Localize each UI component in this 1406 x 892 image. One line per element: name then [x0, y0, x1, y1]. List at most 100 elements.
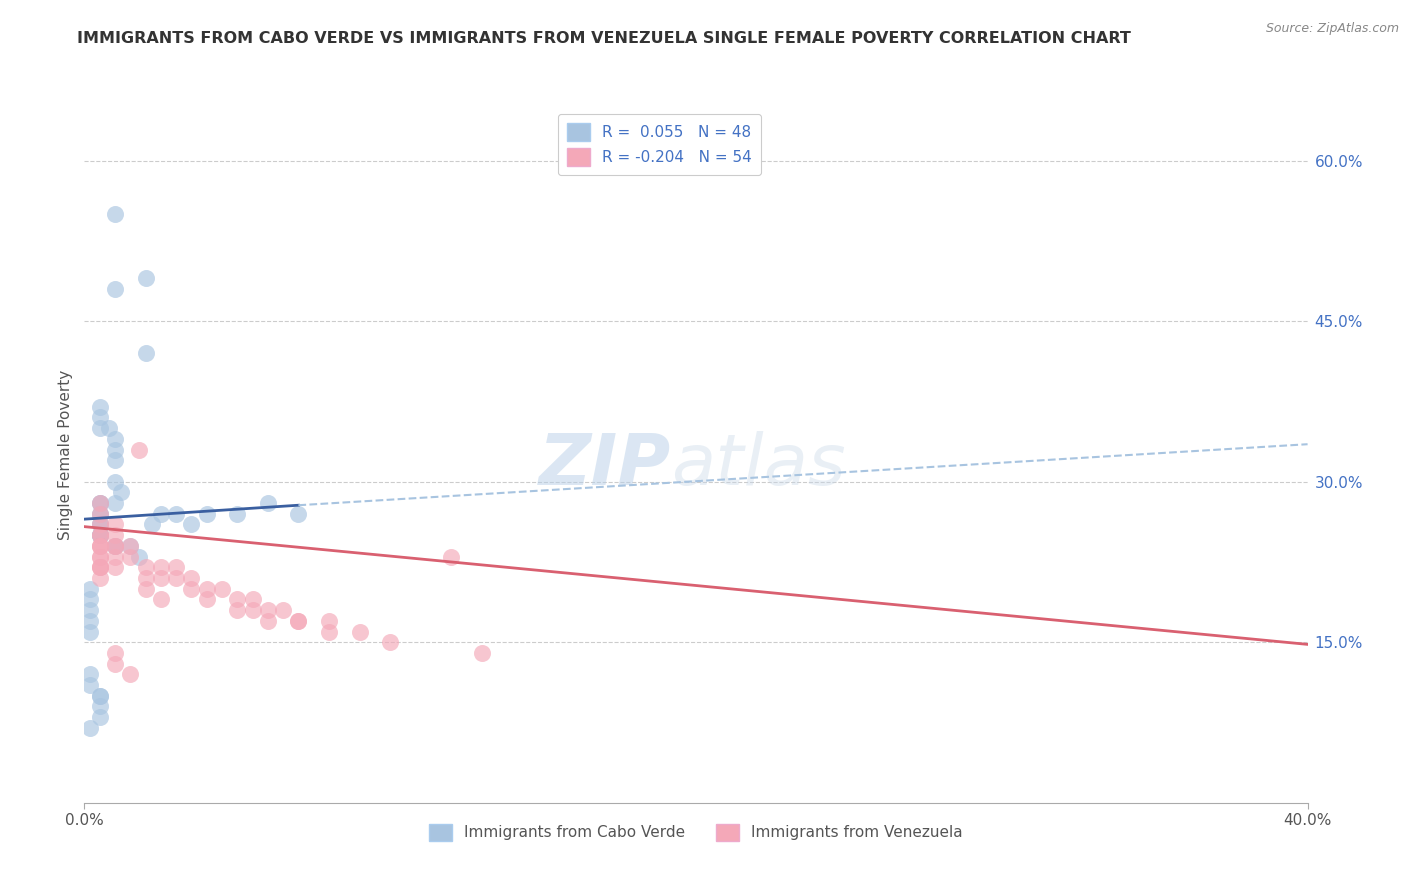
Point: [257, 496, 280, 510]
Point: [149, 571, 172, 585]
Point: [79, 624, 101, 639]
Point: [89, 507, 111, 521]
Point: [104, 539, 127, 553]
Point: [180, 571, 202, 585]
Point: [89, 549, 111, 564]
Point: [89, 560, 111, 574]
Point: [120, 667, 142, 681]
Point: [104, 517, 127, 532]
Point: [89, 560, 111, 574]
Point: [89, 528, 111, 542]
Point: [89, 539, 111, 553]
Point: [89, 528, 111, 542]
Point: [120, 539, 142, 553]
Point: [104, 646, 127, 660]
Point: [165, 560, 187, 574]
Text: ZIP: ZIP: [540, 431, 672, 500]
Point: [180, 517, 202, 532]
Point: [287, 614, 309, 628]
Point: [89, 517, 111, 532]
Point: [211, 582, 233, 596]
Point: [89, 571, 111, 585]
Point: [128, 442, 150, 457]
Point: [318, 614, 340, 628]
Point: [180, 582, 202, 596]
Point: [318, 624, 340, 639]
Point: [135, 571, 157, 585]
Point: [79, 614, 101, 628]
Point: [89, 539, 111, 553]
Point: [287, 507, 309, 521]
Point: [89, 517, 111, 532]
Point: [89, 421, 111, 435]
Point: [257, 614, 280, 628]
Point: [79, 592, 101, 607]
Point: [120, 539, 142, 553]
Point: [165, 507, 187, 521]
Point: [120, 549, 142, 564]
Point: [135, 271, 157, 285]
Point: [271, 603, 294, 617]
Point: [104, 560, 127, 574]
Point: [79, 582, 101, 596]
Point: [471, 646, 494, 660]
Point: [89, 539, 111, 553]
Legend: Immigrants from Cabo Verde, Immigrants from Venezuela: Immigrants from Cabo Verde, Immigrants f…: [423, 817, 969, 847]
Point: [149, 560, 172, 574]
Point: [89, 517, 111, 532]
Point: [104, 207, 127, 221]
Text: atlas: atlas: [672, 431, 846, 500]
Point: [128, 549, 150, 564]
Point: [79, 667, 101, 681]
Point: [195, 507, 218, 521]
Point: [89, 689, 111, 703]
Point: [135, 346, 157, 360]
Point: [79, 603, 101, 617]
Point: [89, 507, 111, 521]
Point: [287, 614, 309, 628]
Point: [195, 592, 218, 607]
Point: [349, 624, 371, 639]
Point: [79, 678, 101, 692]
Point: [440, 549, 463, 564]
Point: [89, 496, 111, 510]
Point: [104, 657, 127, 671]
Point: [89, 400, 111, 414]
Point: [79, 721, 101, 735]
Point: [257, 603, 280, 617]
Point: [135, 560, 157, 574]
Point: [89, 528, 111, 542]
Point: [104, 496, 127, 510]
Point: [89, 496, 111, 510]
Point: [104, 282, 127, 296]
Point: [226, 603, 249, 617]
Point: [104, 549, 127, 564]
Point: [141, 517, 163, 532]
Point: [89, 507, 111, 521]
Point: [89, 710, 111, 724]
Point: [242, 592, 264, 607]
Point: [149, 592, 172, 607]
Point: [110, 485, 132, 500]
Point: [89, 528, 111, 542]
Y-axis label: Single Female Poverty: Single Female Poverty: [58, 370, 73, 540]
Point: [165, 571, 187, 585]
Point: [226, 592, 249, 607]
Point: [380, 635, 402, 649]
Point: [104, 539, 127, 553]
Point: [104, 539, 127, 553]
Point: [89, 496, 111, 510]
Point: [104, 432, 127, 446]
Point: [89, 410, 111, 425]
Point: [104, 442, 127, 457]
Point: [89, 689, 111, 703]
Point: [104, 528, 127, 542]
Point: [97, 421, 120, 435]
Text: IMMIGRANTS FROM CABO VERDE VS IMMIGRANTS FROM VENEZUELA SINGLE FEMALE POVERTY CO: IMMIGRANTS FROM CABO VERDE VS IMMIGRANTS…: [77, 31, 1132, 46]
Point: [135, 582, 157, 596]
Point: [226, 507, 249, 521]
Point: [195, 582, 218, 596]
Point: [89, 549, 111, 564]
Point: [104, 539, 127, 553]
Point: [89, 699, 111, 714]
